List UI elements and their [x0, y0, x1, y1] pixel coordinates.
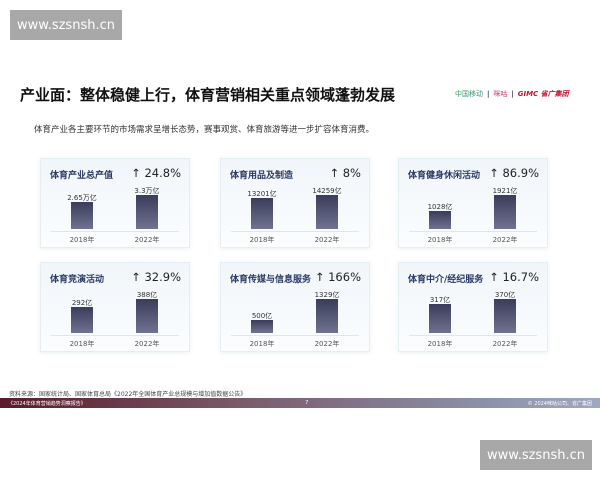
page-title: 产业面：整体稳健上行，体育营销相关重点领域蓬勃发展: [20, 86, 396, 104]
bar: [429, 303, 451, 333]
x-axis-line: [51, 231, 179, 232]
chart-card: 体育传媒与信息服务 ↑ 166% 500亿 2018年 1329亿 2022年: [220, 262, 370, 352]
subtitle: 体育产业各主要环节的市场需求呈增长态势，赛事观赏、体育旅游等进一步扩容体育消费。: [34, 125, 375, 135]
data-label: 2.65万亿: [67, 193, 97, 202]
data-label: 370亿: [494, 291, 516, 299]
data-label: 14259亿: [312, 187, 342, 195]
page-number: 7: [305, 400, 309, 406]
bar: [316, 299, 338, 333]
growth-rate: ↑ 8%: [329, 166, 361, 180]
x-axis-line: [409, 335, 537, 336]
gimc-logo: GIMC 省广集团: [517, 90, 569, 98]
growth-rate: ↑ 166%: [314, 270, 361, 284]
watermark: www.szsnsh.cn: [480, 440, 592, 470]
data-label: 13201亿: [247, 189, 277, 198]
x-tick-label: 2018年: [249, 340, 275, 348]
data-label: 1921亿: [492, 187, 518, 195]
data-label: 317亿: [429, 295, 451, 304]
bar: [494, 299, 516, 333]
x-axis-line: [231, 231, 359, 232]
x-axis-line: [409, 231, 537, 232]
x-tick-label: 2022年: [492, 340, 518, 348]
x-tick-label: 2022年: [134, 236, 160, 244]
chart-card: 体育竞演活动 ↑ 32.9% 292亿 2018年 388亿 2022年: [40, 262, 190, 352]
footer-copyright: © 2024咪咕公司、省广集团: [527, 400, 592, 407]
x-tick-label: 2018年: [69, 340, 95, 348]
growth-rate: ↑ 24.8%: [131, 166, 181, 180]
x-tick-label: 2018年: [427, 236, 453, 244]
chart-card: 体育产业总产值 ↑ 24.8% 2.65万亿 2018年 3.3万亿 2022年: [40, 158, 190, 248]
data-label: 3.3万亿: [134, 187, 160, 195]
china-mobile-logo: 中国移动: [455, 90, 483, 98]
bar: [251, 197, 273, 229]
chart-card: 体育用品及制造 ↑ 8% 13201亿 2018年 14259亿 2022年: [220, 158, 370, 248]
growth-rate: ↑ 16.7%: [489, 270, 539, 284]
x-tick-label: 2018年: [427, 340, 453, 348]
chart-title: 体育中介/经纪服务: [408, 275, 484, 285]
data-label: 1028亿: [427, 202, 453, 211]
x-tick-label: 2022年: [134, 340, 160, 348]
bar: [136, 299, 158, 333]
watermark: www.szsnsh.cn: [10, 10, 122, 40]
data-label: 388亿: [136, 291, 158, 299]
data-label: 1329亿: [314, 291, 340, 299]
migu-logo: 咪咕: [493, 90, 508, 98]
bar: [251, 320, 273, 333]
source-note: 资料来源：国家统计局、国家体育总局《2022年全国体育产业总规模与增加值数据公告…: [9, 391, 247, 398]
bar: [429, 210, 451, 229]
chart-card: 体育中介/经纪服务 ↑ 16.7% 317亿 2018年 370亿 2022年: [398, 262, 548, 352]
x-tick-label: 2018年: [249, 236, 275, 244]
x-tick-label: 2018年: [69, 236, 95, 244]
chart-title: 体育传媒与信息服务: [230, 275, 312, 285]
bar: [494, 195, 516, 229]
x-axis-line: [231, 335, 359, 336]
data-label: 500亿: [251, 312, 273, 321]
bar: [316, 195, 338, 229]
chart-title: 体育产业总产值: [50, 171, 114, 181]
chart-card: 体育健身休闲活动 ↑ 86.9% 1028亿 2018年 1921亿 2022年: [398, 158, 548, 248]
chart-title: 体育用品及制造: [230, 171, 294, 181]
x-tick-label: 2022年: [314, 236, 340, 244]
data-label: 292亿: [71, 299, 93, 308]
bar: [71, 307, 93, 333]
x-tick-label: 2022年: [492, 236, 518, 244]
footer-bar: 《2024年体育营销趋势洞察报告》 7 © 2024咪咕公司、省广集团: [0, 398, 600, 408]
x-tick-label: 2022年: [314, 340, 340, 348]
logos: 中国移动 | 咪咕 | GIMC 省广集团: [455, 90, 569, 98]
chart-title: 体育健身休闲活动: [408, 171, 481, 181]
growth-rate: ↑ 86.9%: [489, 166, 539, 180]
x-axis-line: [51, 335, 179, 336]
footer-report: 《2024年体育营销趋势洞察报告》: [8, 400, 86, 407]
bar: [136, 195, 158, 229]
chart-title: 体育竞演活动: [50, 275, 105, 285]
bar: [71, 201, 93, 229]
growth-rate: ↑ 32.9%: [131, 270, 181, 284]
